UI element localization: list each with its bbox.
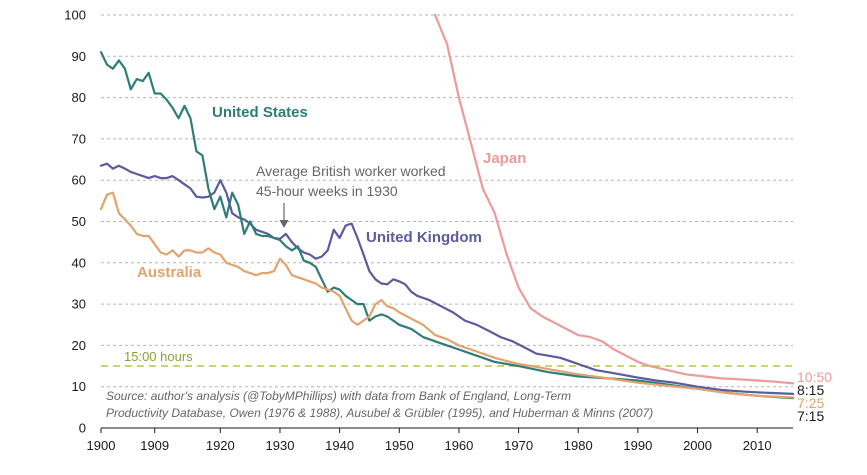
annotation-line-1: Average British worker worked (256, 163, 446, 179)
y-tick-label: 70 (72, 131, 86, 146)
reference-line-label: 15:00 hours (124, 349, 193, 364)
series-label-australia: Australia (137, 264, 202, 281)
x-tick-label: 1960 (444, 438, 473, 453)
end-label-united-kingdom: 8:15 (797, 382, 824, 398)
end-labels: 10:508:15 7:157:25 (797, 369, 832, 424)
x-tick-label: 1980 (564, 438, 593, 453)
x-tick-label: 1909 (140, 438, 169, 453)
reference-line-group: 15:00 hours (101, 349, 793, 368)
x-tick-label: 1940 (325, 438, 354, 453)
x-tick-label: 1920 (206, 438, 235, 453)
y-tick-labels: 0 10 20 30 40 50 60 70 80 90 100 (64, 8, 86, 436)
series-line-united-states (99, 51, 795, 400)
x-tick-label: 2000 (683, 438, 712, 453)
x-tick-label: 1930 (266, 438, 295, 453)
x-tick-label: 1900 (87, 438, 116, 453)
source-line-1: Source: author's analysis (@TobyMPhillip… (106, 389, 571, 403)
y-tick-label: 30 (72, 297, 86, 312)
series-label-united-kingdom: United Kingdom (366, 229, 482, 246)
source-line-2: Productivity Database, Owen (1976 & 1988… (106, 406, 653, 420)
series-label-united-states: United States (212, 104, 308, 121)
y-tick-label: 90 (72, 49, 86, 64)
y-tick-label: 50 (72, 214, 86, 229)
series-line-united-kingdom (99, 162, 795, 395)
x-tick-label: 1950 (385, 438, 414, 453)
y-tick-label: 20 (72, 338, 86, 353)
y-tick-label: 0 (79, 421, 86, 436)
x-tick-label: 2010 (743, 438, 772, 453)
y-tick-label: 60 (72, 173, 86, 188)
end-label-australia: 7:25 (797, 395, 824, 411)
series-label-japan: Japan (483, 150, 526, 167)
y-tick-label: 80 (72, 90, 86, 105)
series-lines (99, 13, 795, 400)
series-line-australia (99, 191, 795, 399)
y-tick-label: 100 (64, 8, 86, 23)
x-tick-label: 1990 (623, 438, 652, 453)
x-tick-labels: 1900 1909 1920 1930 1940 1950 1960 1970 1980 1990… (87, 428, 772, 453)
y-tick-label: 40 (72, 255, 86, 270)
annotation-line-2: 45-hour weeks in 1930 (256, 183, 398, 199)
y-tick-label: 10 (72, 379, 86, 394)
gridlines (101, 14, 793, 388)
end-label-united-states: 7:15 (797, 408, 824, 424)
annotation-arrow (279, 203, 289, 228)
series-line-japan (434, 13, 795, 385)
end-label-japan: 10:50 (797, 369, 832, 385)
x-tick-label: 1970 (504, 438, 533, 453)
